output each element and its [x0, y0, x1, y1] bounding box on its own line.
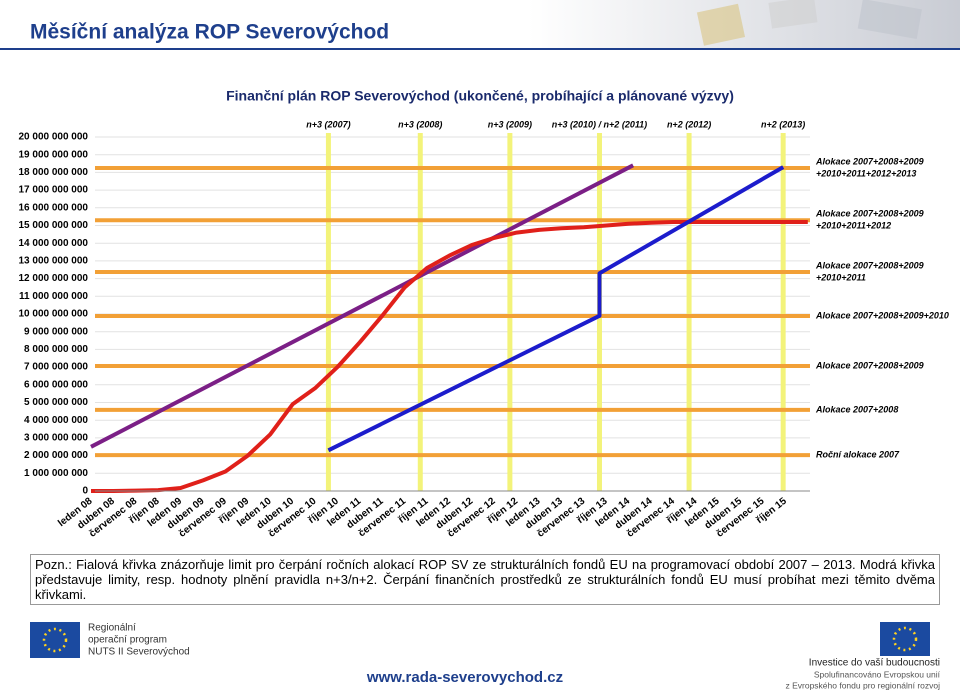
y-tick-label: 13 000 000 000: [18, 256, 88, 267]
footer-right-text: Investice do vaší budoucnosti: [809, 658, 940, 669]
chart-title: Finanční plán ROP Severovýchod (ukončené…: [226, 88, 734, 104]
deadline-label: n+3 (2008): [398, 119, 442, 129]
y-tick-label: 19 000 000 000: [18, 149, 88, 160]
series-line: [90, 163, 635, 449]
footer-right-text: z Evropského fondu pro regionální rozvoj: [785, 680, 940, 690]
series-line: [327, 165, 785, 453]
footer-left-text: Regionální: [88, 623, 136, 634]
y-tick-label: 7 000 000 000: [24, 362, 88, 373]
allocation-label: Alokace 2007+2008+2009: [815, 360, 924, 370]
footer-right-text: Spolufinancováno Evropskou unií: [814, 669, 941, 679]
deadline-label: n+3 (2009): [488, 119, 532, 129]
y-tick-label: 6 000 000 000: [24, 379, 88, 390]
footer-left-logo: [30, 622, 80, 658]
y-tick-label: 17 000 000 000: [18, 185, 88, 196]
y-tick-label: 15 000 000 000: [18, 220, 88, 231]
allocation-label: Alokace 2007+2008+2009: [815, 260, 924, 270]
footer-right-logo: [880, 622, 930, 656]
y-tick-label: 1 000 000 000: [24, 468, 88, 479]
y-tick-label: 3 000 000 000: [24, 433, 88, 444]
y-tick-label: 10 000 000 000: [18, 309, 88, 320]
y-tick-label: 16 000 000 000: [18, 202, 88, 213]
note: Pozn.: Fialová křivka znázorňuje limit p…: [30, 554, 940, 605]
header-decoration: [696, 0, 922, 46]
y-tick-label: 9 000 000 000: [24, 326, 88, 337]
allocation-label: Alokace 2007+2008+2009: [815, 156, 924, 166]
y-tick-label: 5 000 000 000: [24, 397, 88, 408]
footer-url[interactable]: www.rada-severovychod.cz: [366, 669, 563, 686]
allocation-label: Roční alokace 2007: [816, 449, 900, 459]
plot: 0 1 000 000 000 2 000 000 000 3 000 000 000…: [18, 119, 948, 539]
deadline-label: n+2 (2013): [761, 119, 805, 129]
allocation-label: +2010+2011+2012+2013: [816, 168, 916, 178]
y-tick-label: 0: [82, 486, 88, 497]
allocation-label: Alokace 2007+2008+2009+2010: [815, 310, 949, 320]
y-tick-label: 11 000 000 000: [19, 291, 88, 302]
footer-left-text: operační program: [88, 635, 167, 646]
allocation-label: +2010+2011+2012: [816, 221, 891, 231]
y-tick-label: 18 000 000 000: [18, 167, 88, 178]
allocation-label: Alokace 2007+2008+2009: [815, 209, 924, 219]
deadline-label: n+2 (2012): [667, 119, 711, 129]
deadline-label: n+3 (2007): [306, 119, 350, 129]
deadline-label: n+3 (2010) / n+2 (2011): [552, 119, 647, 129]
y-tick-label: 8 000 000 000: [24, 344, 88, 355]
footer-left-text: NUTS II Severovýchod: [88, 647, 190, 658]
allocation-label: Alokace 2007+2008: [815, 404, 898, 414]
y-tick-label: 14 000 000 000: [18, 238, 88, 249]
allocation-label: +2010+2011: [816, 272, 866, 282]
y-tick-label: 4 000 000 000: [24, 415, 88, 426]
page-title: Měsíční analýza ROP Severovýchod: [30, 21, 389, 44]
y-tick-label: 12 000 000 000: [18, 273, 88, 284]
y-tick-label: 2 000 000 000: [24, 450, 88, 461]
y-tick-label: 20 000 000 000: [18, 132, 88, 143]
